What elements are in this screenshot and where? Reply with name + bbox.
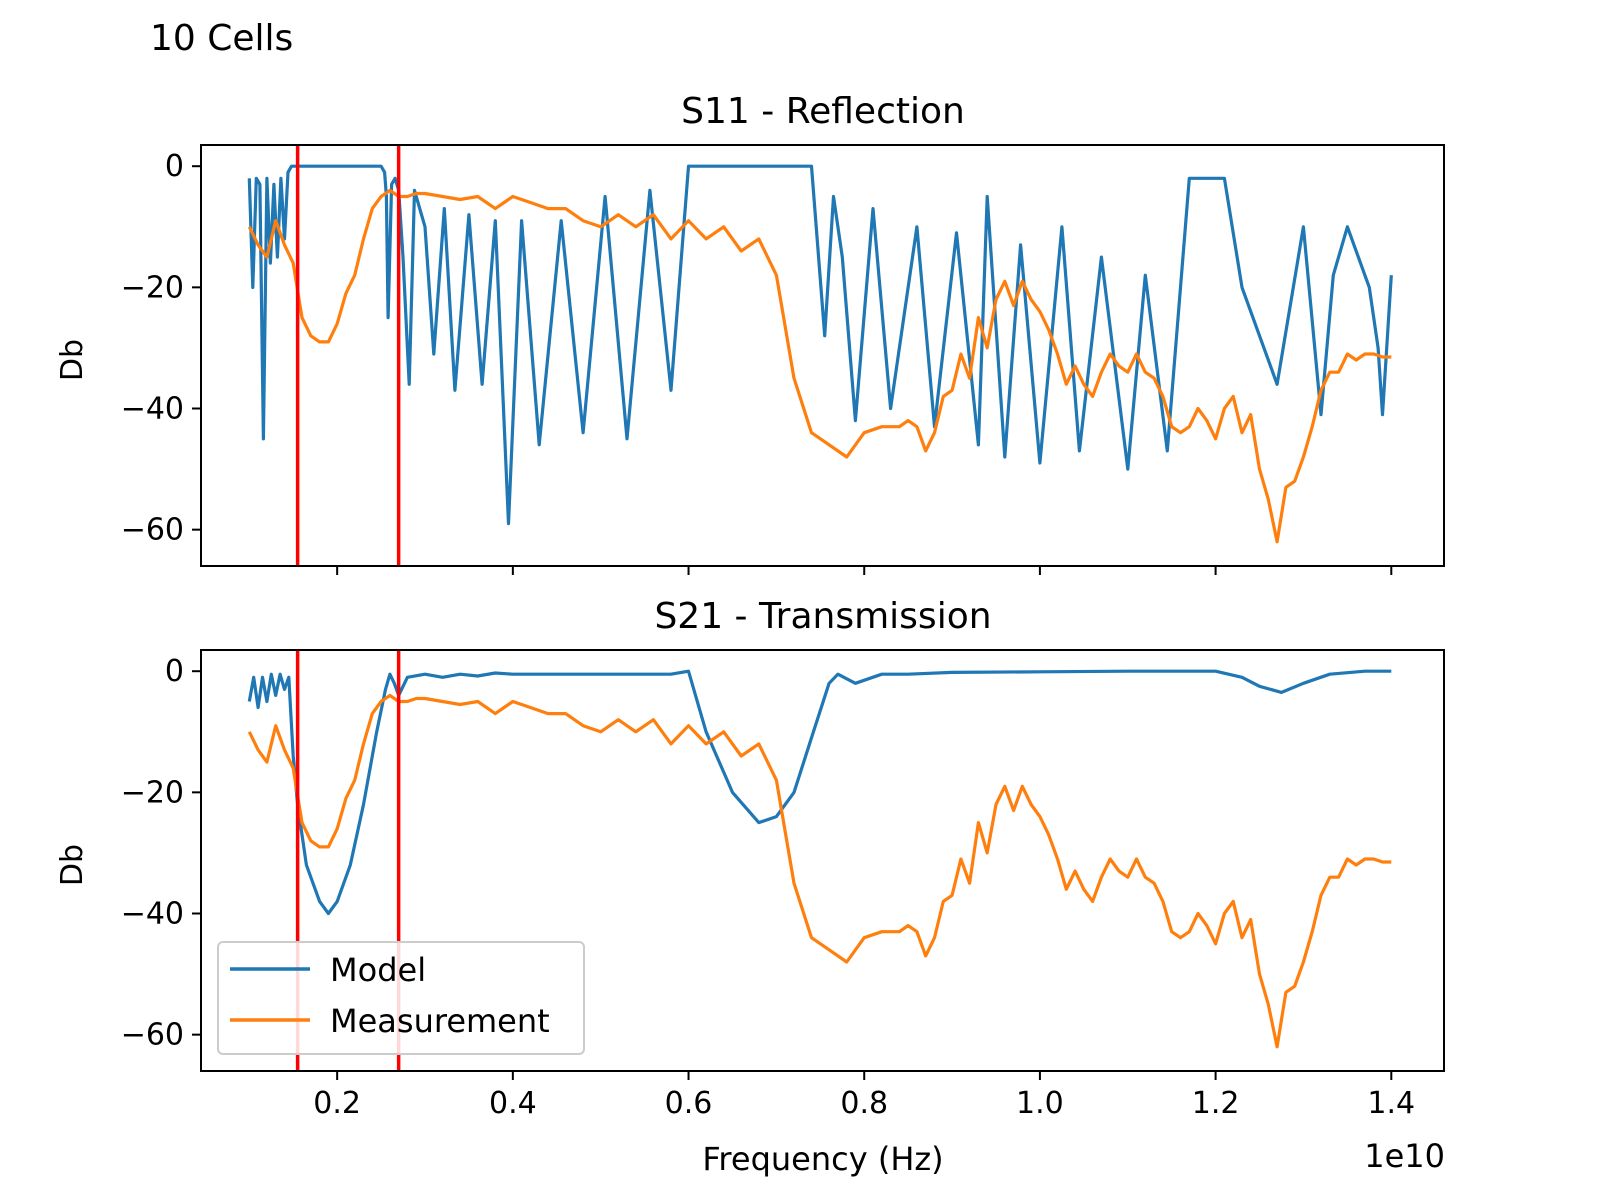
subplot-title-s21: S21 - Transmission bbox=[654, 596, 991, 637]
series-line-model bbox=[247, 669, 1392, 916]
y-tick-label: −60 bbox=[121, 1018, 184, 1053]
ticks-s11: 0 −20 −40 −60 bbox=[121, 149, 1393, 575]
x-axis-offset-text: 1e10 bbox=[1364, 1137, 1445, 1175]
y-tick-label: 0 bbox=[165, 654, 184, 689]
x-tick-label: 0.8 bbox=[840, 1086, 888, 1121]
legend: Model Measurement bbox=[217, 941, 585, 1055]
axes-frame-s21 bbox=[200, 649, 1445, 1072]
plot-area-s11 bbox=[247, 145, 1393, 566]
y-tick-label: 0 bbox=[165, 149, 184, 184]
axes-frame-s11 bbox=[200, 144, 1445, 567]
legend-label-model: Model bbox=[330, 951, 426, 989]
legend-label-measurement: Measurement bbox=[330, 1002, 550, 1040]
y-tick-label: −40 bbox=[121, 392, 184, 427]
y-tick-label: −40 bbox=[121, 897, 184, 932]
x-tick-label: 0.6 bbox=[665, 1086, 713, 1121]
x-tick-label: 1.4 bbox=[1367, 1086, 1415, 1121]
y-tick-label: −60 bbox=[121, 513, 184, 548]
series-line-model bbox=[247, 164, 1393, 526]
subplot-s11: S11 - Reflection Db 0 −20 −40 −60 bbox=[55, 91, 1445, 575]
x-tick-label: 0.2 bbox=[313, 1086, 361, 1121]
x-tick-label: 1.0 bbox=[1016, 1086, 1064, 1121]
y-tick-label: −20 bbox=[121, 775, 184, 810]
figure-suptitle: 10 Cells bbox=[150, 18, 294, 59]
x-tick-label: 0.4 bbox=[489, 1086, 537, 1121]
series-line-measurement bbox=[247, 188, 1392, 544]
subplot-title-s11: S11 - Reflection bbox=[681, 91, 965, 132]
y-tick-label: −20 bbox=[121, 270, 184, 305]
y-axis-label-s11: Db bbox=[55, 339, 90, 381]
subplot-s21: S21 - Transmission Db 0.2 0.4 0.6 0.8 1.0 1.2… bbox=[55, 596, 1445, 1178]
y-axis-label-s21: Db bbox=[55, 844, 90, 886]
x-tick-label: 1.2 bbox=[1192, 1086, 1240, 1121]
ticks-s21: 0.2 0.4 0.6 0.8 1.0 1.2 1.4 0 −20 −40 −60 bbox=[121, 654, 1415, 1121]
x-axis-label: Frequency (Hz) bbox=[702, 1140, 943, 1178]
